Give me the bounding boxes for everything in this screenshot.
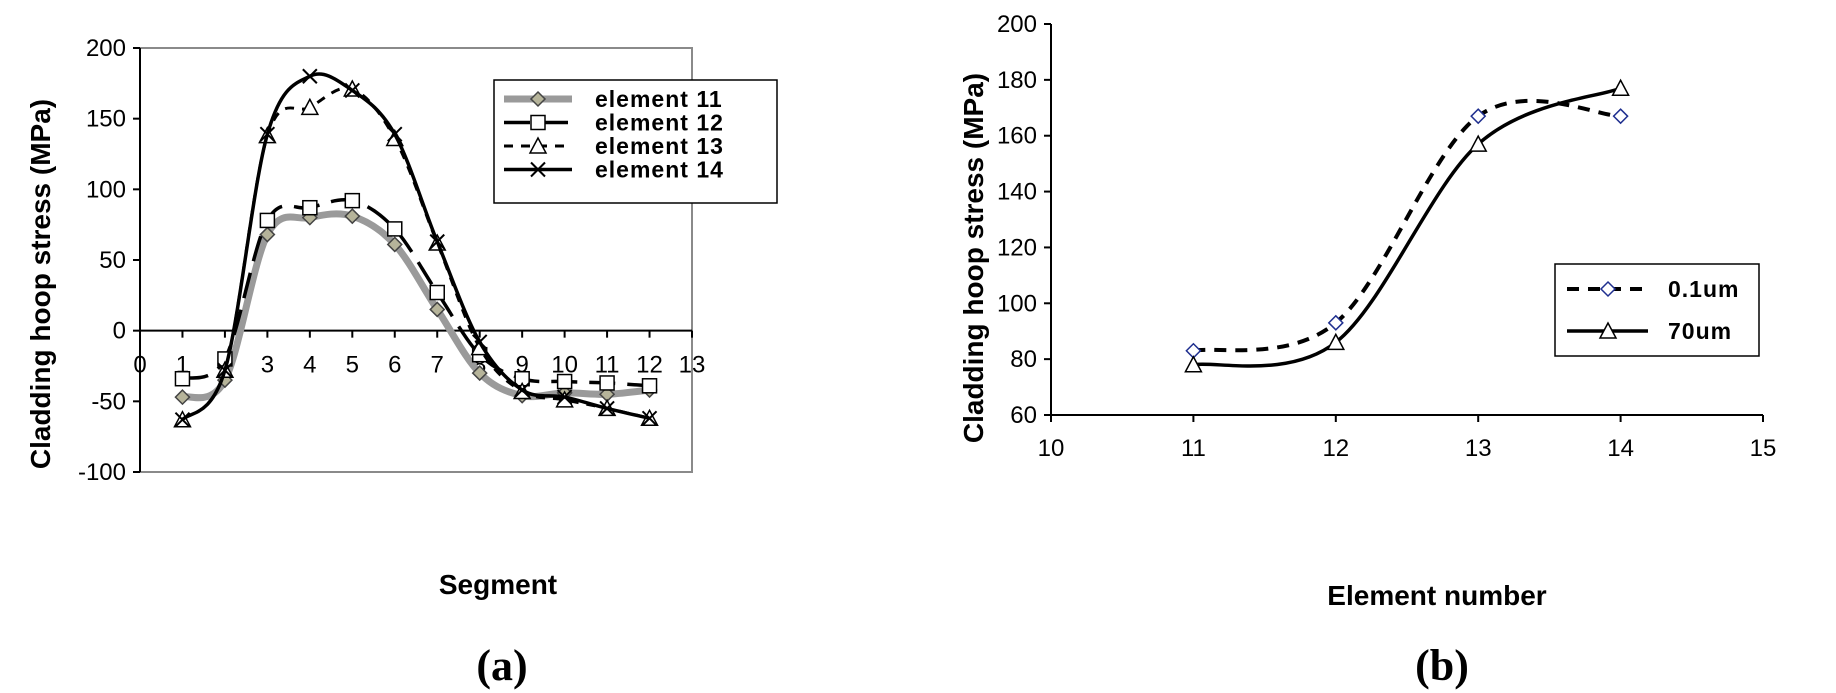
- series-element-14-point: [387, 126, 403, 142]
- legend-element-11-marker: [529, 90, 547, 108]
- series-element-14-point: [217, 362, 233, 378]
- chart-a-x-tick-label: 6: [388, 352, 401, 379]
- chart-a-y-tick-label: 50: [99, 247, 126, 274]
- chart-b-panel-label: (b): [1415, 641, 1469, 690]
- chart-b-y-tick-label: 180: [997, 67, 1037, 94]
- series-element-14-point: [556, 389, 573, 405]
- chart-a-y-tick-label: 100: [86, 176, 126, 203]
- chart-b-y-tick-label: 160: [997, 123, 1037, 150]
- series-element-12-point: [556, 373, 573, 390]
- series-70um-point: [1611, 78, 1630, 96]
- series-element-12-point: [429, 284, 445, 301]
- chart-a-x-tick-label: 0: [133, 352, 146, 379]
- series-element-11-point: [174, 389, 191, 406]
- series-element-14-point: [641, 410, 658, 427]
- series-element-12-point: [302, 199, 318, 216]
- series-element-14-line: [181, 72, 650, 422]
- chart-a-x-tick-label: 12: [636, 352, 663, 379]
- series-element-14-point: [599, 400, 615, 417]
- series-element-12-point: [387, 221, 403, 237]
- series-element-14: [174, 68, 658, 428]
- chart-b-y-axis-title: Cladding hoop stress (MPa): [958, 73, 989, 443]
- chart-a-y-axis-title: Cladding hoop stress (MPa): [25, 99, 56, 469]
- series-element-12-point: [344, 192, 361, 209]
- series-0-1um-line: [1193, 98, 1621, 353]
- chart-a-x-tick-label: 11: [595, 352, 620, 379]
- series-0-1um-point: [1470, 108, 1487, 125]
- chart-b-legend: 0.1um 70um: [1554, 263, 1760, 357]
- chart-b-y-tick-label: 200: [997, 11, 1037, 38]
- chart-a-panel-label: (a): [476, 641, 527, 690]
- legend-element-12-marker: [530, 114, 546, 131]
- chart-a-y-tick-label: -50: [91, 388, 126, 415]
- series-70um-point: [1468, 134, 1488, 152]
- chart-b-x-tick-label: 14: [1607, 435, 1634, 462]
- chart-a-y-tick-label: -100: [78, 459, 126, 486]
- series-element-12: [174, 192, 658, 394]
- series-element-14-point: [259, 126, 276, 142]
- legend-70um-label: 70um: [1668, 318, 1732, 344]
- legend-0-1um-label: 0.1um: [1668, 276, 1739, 302]
- series-element-11-point: [344, 208, 361, 225]
- chart-a-x-tick-label: 13: [679, 352, 706, 379]
- series-0-1um-point: [1612, 108, 1629, 125]
- legend-element-14-label: element 14: [595, 157, 724, 183]
- chart-b-x-tick-label: 11: [1181, 435, 1206, 462]
- legend-element-13-label: element 13: [595, 133, 724, 159]
- legend-70um-marker: [1598, 321, 1618, 339]
- legend-element-11-label: element 11: [595, 86, 723, 112]
- chart-a-x-tick-label: 5: [346, 352, 359, 379]
- chart-a-y-tick-label: 150: [86, 106, 126, 133]
- chart-a-x-tick-label: 3: [261, 352, 274, 379]
- chart-a-x-axis-title: Segment: [439, 569, 557, 600]
- series-element-14-point: [514, 382, 530, 398]
- chart-a-x-tick-label: 7: [431, 352, 444, 379]
- series-element-11-point: [429, 301, 446, 318]
- chart-a-y-tick-label: 0: [113, 318, 126, 345]
- chart-b-y-tick-label: 100: [997, 290, 1037, 317]
- chart-b-y-tick-label: 80: [1010, 346, 1037, 373]
- chart-b-x-tick-label: 15: [1750, 435, 1777, 462]
- chart-b-x-axis-title: Element number: [1327, 580, 1546, 611]
- series-element-14-point: [302, 68, 318, 84]
- series-element-14-point: [471, 334, 488, 350]
- legend-element-12-label: element 12: [595, 110, 724, 136]
- chart-b-x-tick-label: 12: [1322, 435, 1349, 462]
- series-70um: [1184, 78, 1630, 373]
- series-70um-line: [1193, 86, 1622, 368]
- legend-element-13-marker: [528, 136, 548, 154]
- chart-b-x-tick-label: 10: [1038, 435, 1065, 462]
- series-element-11-point: [386, 236, 403, 253]
- series-element-11-line: [181, 210, 650, 402]
- series-element-14-point: [344, 82, 361, 99]
- series-70um-point: [1326, 332, 1346, 351]
- chart-a-y-tick-label: 200: [86, 35, 126, 62]
- series-element-11-point: [259, 226, 276, 243]
- series-element-14-point: [429, 233, 445, 250]
- chart-b-x-tick-label: 13: [1465, 435, 1492, 462]
- series-element-13-point: [300, 97, 320, 116]
- series-0-1um-point: [1327, 314, 1344, 331]
- series-element-11-point: [471, 365, 488, 382]
- series-element-12-point: [641, 378, 658, 394]
- series-element-12-point: [259, 212, 276, 229]
- chart-b-y-tick-label: 120: [997, 234, 1037, 261]
- series-element-14-point: [174, 411, 191, 428]
- chart-b-y-tick-label: 140: [997, 179, 1037, 206]
- series-element-12-point: [599, 375, 615, 391]
- chart-b-y-tick-label: 60: [1010, 402, 1037, 429]
- series-70um-point: [1184, 355, 1203, 373]
- series-element-12-point: [174, 370, 191, 387]
- legend-element-14-marker: [530, 161, 546, 178]
- chart-b: 60 80 100 120 140 160 180 200 10 11 12 13 14 15 Clad…: [958, 11, 1776, 690]
- legend-0-1um-marker: [1599, 280, 1617, 298]
- chart-a-x-tick-label: 4: [303, 352, 316, 379]
